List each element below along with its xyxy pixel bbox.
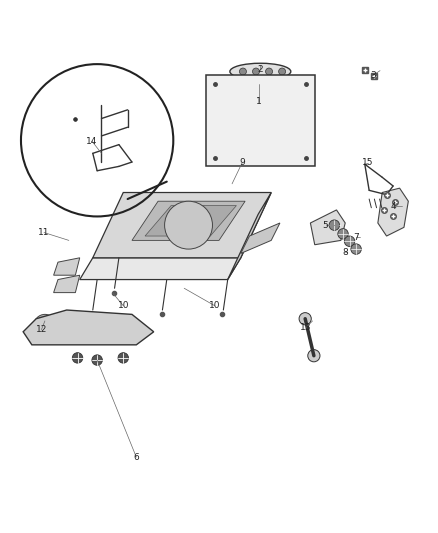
Text: 3: 3 [371,70,376,79]
Polygon shape [53,258,80,275]
Polygon shape [241,223,280,254]
Polygon shape [93,192,271,258]
Polygon shape [23,310,154,345]
Circle shape [117,319,138,341]
Polygon shape [145,206,237,236]
Text: 1: 1 [256,98,262,107]
Circle shape [253,68,259,75]
Text: 4: 4 [390,202,396,211]
Bar [215,84,306,158]
Text: 10: 10 [209,301,220,310]
Text: 6: 6 [134,453,139,462]
Circle shape [92,355,102,365]
Text: 8: 8 [343,248,348,256]
Circle shape [344,236,355,246]
Circle shape [34,314,56,336]
Bar [206,75,315,166]
Circle shape [265,68,272,75]
Polygon shape [378,188,408,236]
Text: 7: 7 [353,233,359,242]
Circle shape [351,244,361,254]
Circle shape [279,68,286,75]
Circle shape [299,313,311,325]
Ellipse shape [230,63,291,80]
Text: 13: 13 [300,323,312,332]
Polygon shape [53,275,80,293]
Text: 11: 11 [38,228,50,237]
Circle shape [240,68,247,75]
Circle shape [338,229,348,239]
Text: 15: 15 [362,158,374,167]
Polygon shape [311,210,345,245]
Polygon shape [80,258,241,279]
Circle shape [118,353,128,363]
Polygon shape [228,192,271,279]
Text: 9: 9 [239,158,245,167]
Text: 14: 14 [86,136,98,146]
Text: 5: 5 [323,221,328,230]
Text: 12: 12 [36,325,47,334]
Circle shape [165,201,212,249]
Polygon shape [132,201,245,240]
Text: 10: 10 [117,301,129,310]
Circle shape [329,220,339,230]
Circle shape [72,353,83,363]
Circle shape [308,350,320,362]
Text: 2: 2 [258,65,263,74]
